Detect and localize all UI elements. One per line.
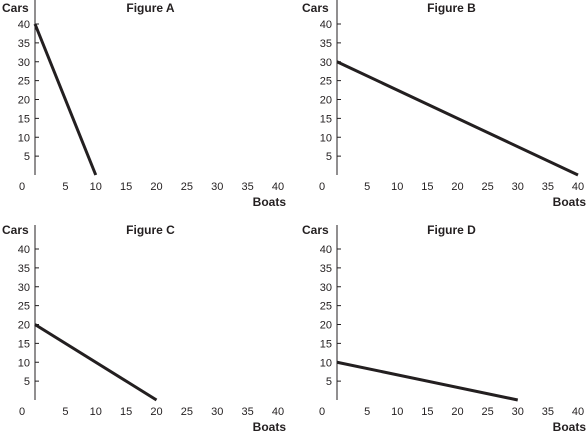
y-tick-label: 40 <box>18 19 30 31</box>
y-tick-label: 40 <box>320 19 332 31</box>
x-tick-label: 15 <box>120 406 132 418</box>
x-tick-label: 25 <box>482 181 494 193</box>
x-tick-label: 10 <box>90 406 102 418</box>
x-tick-label: 40 <box>572 181 584 193</box>
figure-title: Figure B <box>427 1 476 15</box>
x-axis-title: Boats <box>253 195 287 209</box>
x-tick-label: 25 <box>482 406 494 418</box>
y-tick-label: 35 <box>18 38 30 50</box>
y-axis-title: Cars <box>302 223 329 237</box>
y-tick-label: 15 <box>320 113 332 125</box>
x-tick-label: 20 <box>150 181 162 193</box>
y-tick-label: 10 <box>320 132 332 144</box>
y-tick-label: 30 <box>320 57 332 69</box>
x-tick-label: 0 <box>19 406 25 418</box>
x-axis-title: Boats <box>553 420 587 434</box>
y-tick-label: 20 <box>320 320 332 332</box>
x-tick-label: 40 <box>272 406 284 418</box>
y-tick-label: 25 <box>320 76 332 88</box>
y-tick-label: 20 <box>18 320 30 332</box>
y-axis-title: Cars <box>2 223 29 237</box>
y-tick-label: 15 <box>320 338 332 350</box>
x-tick-label: 35 <box>542 181 554 193</box>
figure-c: 5 10 15 20 25 30 35 40 0 5 10 15 20 25 30 35 40 Cars Boats… <box>2 223 287 434</box>
x-tick-label: 20 <box>451 406 463 418</box>
x-tick-label: 5 <box>62 181 68 193</box>
x-tick-label: 15 <box>421 181 433 193</box>
x-tick-label: 30 <box>512 406 524 418</box>
y-tick-label: 30 <box>320 282 332 294</box>
y-tick-label: 25 <box>18 301 30 313</box>
x-axis-title: Boats <box>553 195 587 209</box>
y-tick-label: 40 <box>320 244 332 256</box>
x-tick-label: 5 <box>62 406 68 418</box>
y-tick-label: 35 <box>320 263 332 275</box>
y-tick-label: 35 <box>18 263 30 275</box>
x-tick-label: 15 <box>421 406 433 418</box>
y-tick-label: 10 <box>18 357 30 369</box>
x-tick-label: 25 <box>181 181 193 193</box>
x-tick-label: 40 <box>572 406 584 418</box>
x-tick-label: 10 <box>90 181 102 193</box>
figure-b: 5 10 15 20 25 30 35 40 0 5 10 15 20 25 30 35 40 Cars Boats… <box>302 0 587 209</box>
x-tick-label: 20 <box>451 181 463 193</box>
x-tick-label: 0 <box>319 406 325 418</box>
x-tick-label: 40 <box>272 181 284 193</box>
y-tick-label: 15 <box>18 338 30 350</box>
y-tick-label: 5 <box>326 376 332 388</box>
y-tick-label: 10 <box>320 357 332 369</box>
figure-title: Figure C <box>126 223 175 237</box>
x-tick-label: 30 <box>512 181 524 193</box>
y-tick-label: 30 <box>18 282 30 294</box>
x-tick-label: 30 <box>211 181 223 193</box>
x-tick-label: 5 <box>364 181 370 193</box>
y-axis-title: Cars <box>302 1 329 15</box>
y-tick-label: 5 <box>326 151 332 163</box>
figure-title: Figure D <box>427 223 476 237</box>
x-tick-label: 10 <box>391 406 403 418</box>
y-tick-label: 10 <box>18 132 30 144</box>
y-tick-label: 25 <box>18 76 30 88</box>
x-tick-label: 35 <box>242 181 254 193</box>
x-tick-label: 5 <box>364 406 370 418</box>
ppf-line <box>34 323 158 402</box>
x-tick-label: 30 <box>211 406 223 418</box>
y-tick-label: 20 <box>18 95 30 107</box>
y-tick-label: 15 <box>18 113 30 125</box>
x-tick-label: 35 <box>242 406 254 418</box>
x-tick-label: 35 <box>542 406 554 418</box>
ppf-line <box>336 360 519 402</box>
figure-a: 5 10 15 20 25 30 35 40 0 5 10 15 20 25 30 35 40 Cars Boats… <box>2 0 287 209</box>
y-axis-title: Cars <box>2 1 29 15</box>
x-tick-label: 25 <box>181 406 193 418</box>
x-axis-title: Boats <box>253 420 287 434</box>
y-tick-label: 30 <box>18 57 30 69</box>
x-tick-label: 20 <box>150 406 162 418</box>
y-tick-label: 35 <box>320 38 332 50</box>
x-tick-label: 15 <box>120 181 132 193</box>
ppf-line <box>336 60 579 177</box>
y-tick-label: 5 <box>24 376 30 388</box>
figure-title: Figure A <box>126 1 175 15</box>
y-tick-label: 25 <box>320 301 332 313</box>
ppf-line <box>33 23 98 176</box>
x-tick-label: 0 <box>319 181 325 193</box>
y-tick-label: 20 <box>320 95 332 107</box>
y-tick-label: 40 <box>18 244 30 256</box>
figure-d: 5 10 15 20 25 30 35 40 0 5 10 15 20 25 30 35 40 Cars Boats… <box>302 223 587 434</box>
x-tick-label: 0 <box>19 181 25 193</box>
y-tick-label: 5 <box>24 151 30 163</box>
x-tick-label: 10 <box>391 181 403 193</box>
